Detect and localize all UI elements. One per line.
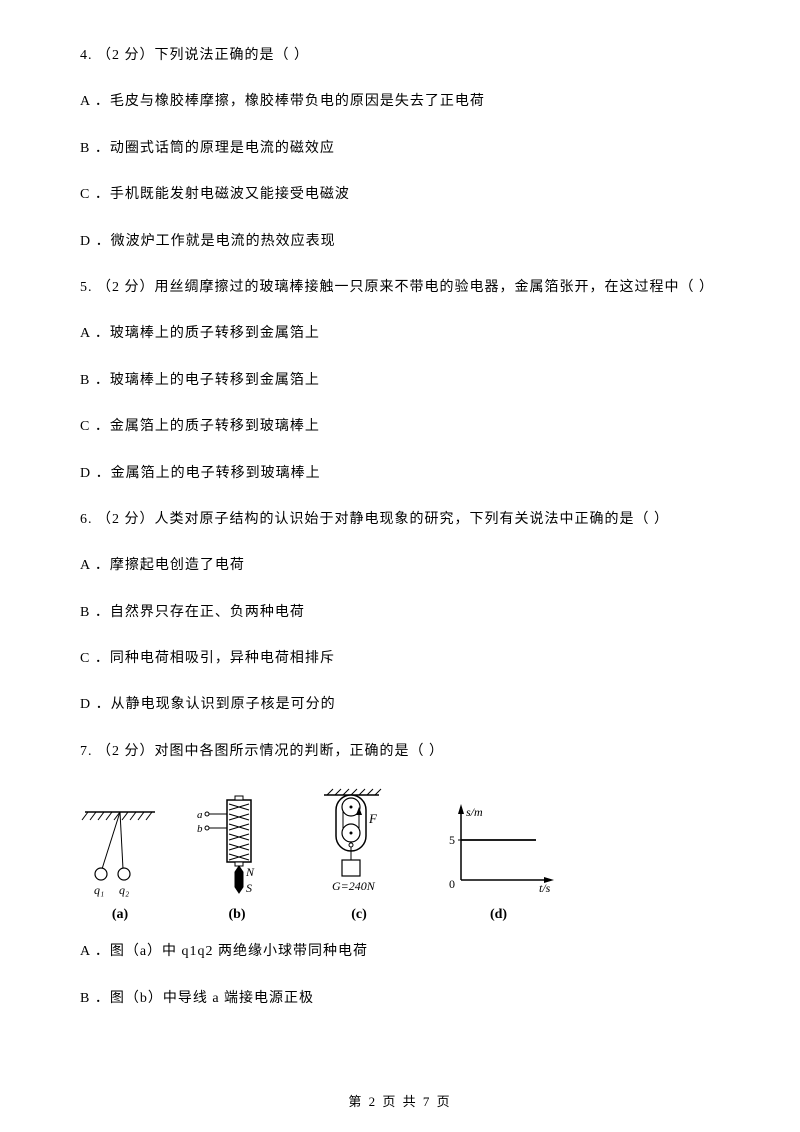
figure-b: a b N S (b) — [192, 792, 282, 923]
figure-d-origin: 0 — [449, 877, 455, 891]
figure-b-s: S — [246, 881, 252, 895]
figure-b-b: b — [197, 823, 203, 835]
q6-option-b: B ．自然界只存在正、负两种电荷 — [80, 602, 720, 624]
figure-d-ylabel: s/m — [466, 805, 483, 819]
figure-c-f: F — [368, 811, 378, 826]
q5-option-c: C ．金属箔上的质子转移到玻璃棒上 — [80, 416, 720, 438]
figure-c-g: G=240N — [332, 879, 376, 893]
figure-a-svg: q₁ q₂ — [80, 802, 160, 897]
figure-a-q2: q₂ — [119, 883, 129, 897]
q6-option-d: D ．从静电现象认识到原子核是可分的 — [80, 694, 720, 716]
q5-stem: 5. （2 分）用丝绸摩擦过的玻璃棒接触一只原来不带电的验电器，金属箔张开，在这… — [80, 277, 720, 299]
figures-row: q₁ q₂ (a) a b N S — [80, 787, 720, 923]
q7-option-a: A ．图（a）中 q1q2 两绝缘小球带同种电荷 — [80, 941, 720, 963]
q6-option-c: C ．同种电荷相吸引，异种电荷相排斥 — [80, 648, 720, 670]
q7-option-b: B ．图（b）中导线 a 端接电源正极 — [80, 988, 720, 1010]
q5-option-a: A ．玻璃棒上的质子转移到金属箔上 — [80, 323, 720, 345]
figure-d-label: (d) — [490, 907, 507, 923]
q6-option-a: A ．摩擦起电创造了电荷 — [80, 555, 720, 577]
q7-stem: 7. （2 分）对图中各图所示情况的判断，正确的是（ ） — [80, 741, 720, 763]
q5-option-d: D ．金属箔上的电子转移到玻璃棒上 — [80, 463, 720, 485]
figure-d: s/m 5 0 t/s (d) — [436, 802, 561, 923]
figure-a-q1: q₁ — [94, 883, 104, 897]
figure-d-ytick: 5 — [449, 833, 455, 847]
q6-stem: 6. （2 分）人类对原子结构的认识始于对静电现象的研究，下列有关说法中正确的是… — [80, 509, 720, 531]
figure-c: F G=240N (c) — [314, 787, 404, 923]
q4-stem: 4. （2 分）下列说法正确的是（ ） — [80, 45, 720, 67]
figure-b-label: (b) — [228, 907, 245, 923]
figure-d-xlabel: t/s — [539, 881, 551, 895]
figure-b-n: N — [245, 865, 255, 879]
figure-c-label: (c) — [351, 907, 367, 923]
figure-a-label: (a) — [112, 907, 128, 923]
figure-c-svg: F G=240N — [314, 787, 404, 897]
figure-a: q₁ q₂ (a) — [80, 802, 160, 923]
q4-option-c: C ．手机既能发射电磁波又能接受电磁波 — [80, 184, 720, 206]
q4-option-a: A ．毛皮与橡胶棒摩擦，橡胶棒带负电的原因是失去了正电荷 — [80, 91, 720, 113]
q4-option-d: D ．微波炉工作就是电流的热效应表现 — [80, 231, 720, 253]
figure-b-svg: a b N S — [192, 792, 282, 897]
page-footer: 第 2 页 共 7 页 — [0, 1091, 800, 1110]
figure-d-svg: s/m 5 0 t/s — [436, 802, 561, 897]
q5-option-b: B ．玻璃棒上的电子转移到金属箔上 — [80, 370, 720, 392]
q4-option-b: B ．动圈式话筒的原理是电流的磁效应 — [80, 138, 720, 160]
figure-b-a: a — [197, 809, 203, 821]
